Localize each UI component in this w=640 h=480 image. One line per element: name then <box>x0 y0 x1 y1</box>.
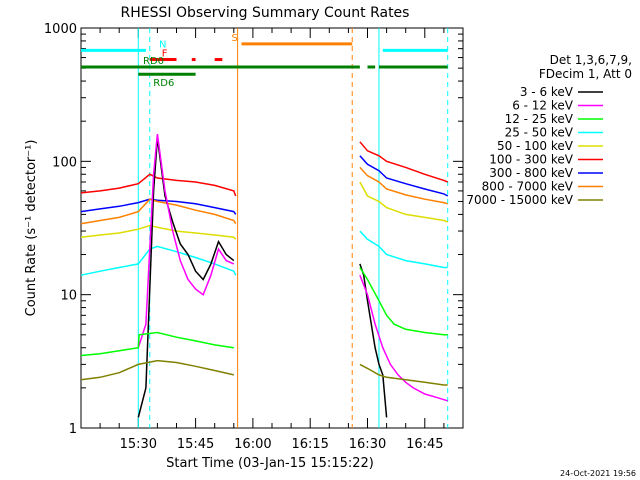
legend-label-3-6-kev: 3 - 6 keV <box>520 85 574 99</box>
x-axis-label: Start Time (03-Jan-15 15:15:22) <box>166 456 374 471</box>
legend-header-2: FDecim 1, Att 0 <box>539 67 632 81</box>
series-line-50-100-kev <box>80 224 237 240</box>
x-tick-label: 16:45 <box>406 437 443 452</box>
series-line-3-6-kev <box>137 137 235 418</box>
series-line-7000-15000-kev <box>359 363 448 386</box>
y-tick-label: 10 <box>60 289 77 304</box>
legend-label-50-100-kev: 50 - 100 keV <box>497 139 574 153</box>
series-line-100-300-kev <box>80 173 237 197</box>
series-line-300-800-kev <box>359 155 449 197</box>
legend-label-800-7000-kev: 800 - 7000 keV <box>482 180 574 194</box>
series-line-800-7000-kev <box>359 166 448 205</box>
flag-label-n: N <box>159 39 166 50</box>
legend-label-100-300-kev: 100 - 300 keV <box>489 153 573 167</box>
series-line-6-12-kev <box>137 134 235 348</box>
legend: Det 1,3,6,7,9, FDecim 1, Att 0 3 - 6 keV… <box>466 53 632 207</box>
x-tick-label: 16:15 <box>291 437 328 452</box>
series-line-3-6-kev <box>359 263 388 418</box>
flag-label-s: S <box>231 33 237 44</box>
x-tick-label: 16:30 <box>349 437 386 452</box>
legend-label-6-12-kev: 6 - 12 keV <box>512 99 574 113</box>
x-axis: 15:30 15:45 16:00 16:15 16:30 16:45 <box>80 28 464 452</box>
flag-label-rd6: RD6 <box>153 78 174 89</box>
legend-label-300-800-kev: 300 - 800 keV <box>489 166 573 180</box>
series-line-300-800-kev <box>80 198 237 215</box>
series-line-6-12-kev <box>359 274 448 402</box>
y-tick-label: 100 <box>52 155 77 170</box>
x-tick-label: 15:30 <box>120 437 157 452</box>
series-line-25-50-kev <box>359 230 448 269</box>
y-tick-label: 1000 <box>44 22 77 37</box>
flag-label-f: F <box>162 49 168 60</box>
y-axis-label: Count Rate (s⁻¹ detector⁻¹) <box>24 140 39 317</box>
legend-label-12-25-kev: 12 - 25 keV <box>505 112 574 126</box>
legend-header-1: Det 1,3,6,7,9, <box>550 53 632 67</box>
chart-title: RHESSI Observing Summary Count Rates <box>121 5 410 21</box>
timestamp: 24-Oct-2021 19:56 <box>560 469 636 478</box>
series-line-25-50-kev <box>80 245 237 276</box>
series-line-800-7000-kev <box>80 198 237 225</box>
x-tick-label: 15:45 <box>177 437 214 452</box>
series-lines <box>80 134 449 418</box>
legend-label-25-50-kev: 25 - 50 keV <box>505 126 574 140</box>
flag-label-rd0: RD0 <box>143 56 164 67</box>
y-axis: 1 10 100 1000 <box>44 22 463 437</box>
legend-label-7000-15000-kev: 7000 - 15000 keV <box>466 193 573 207</box>
y-tick-label: 1 <box>69 422 77 437</box>
series-line-12-25-kev <box>80 331 234 357</box>
series-line-7000-15000-kev <box>80 359 234 381</box>
vertical-markers <box>137 28 449 428</box>
series-line-50-100-kev <box>359 181 448 223</box>
series-line-100-300-kev <box>359 141 448 183</box>
series-line-12-25-kev <box>359 267 448 336</box>
x-tick-label: 16:00 <box>234 437 271 452</box>
